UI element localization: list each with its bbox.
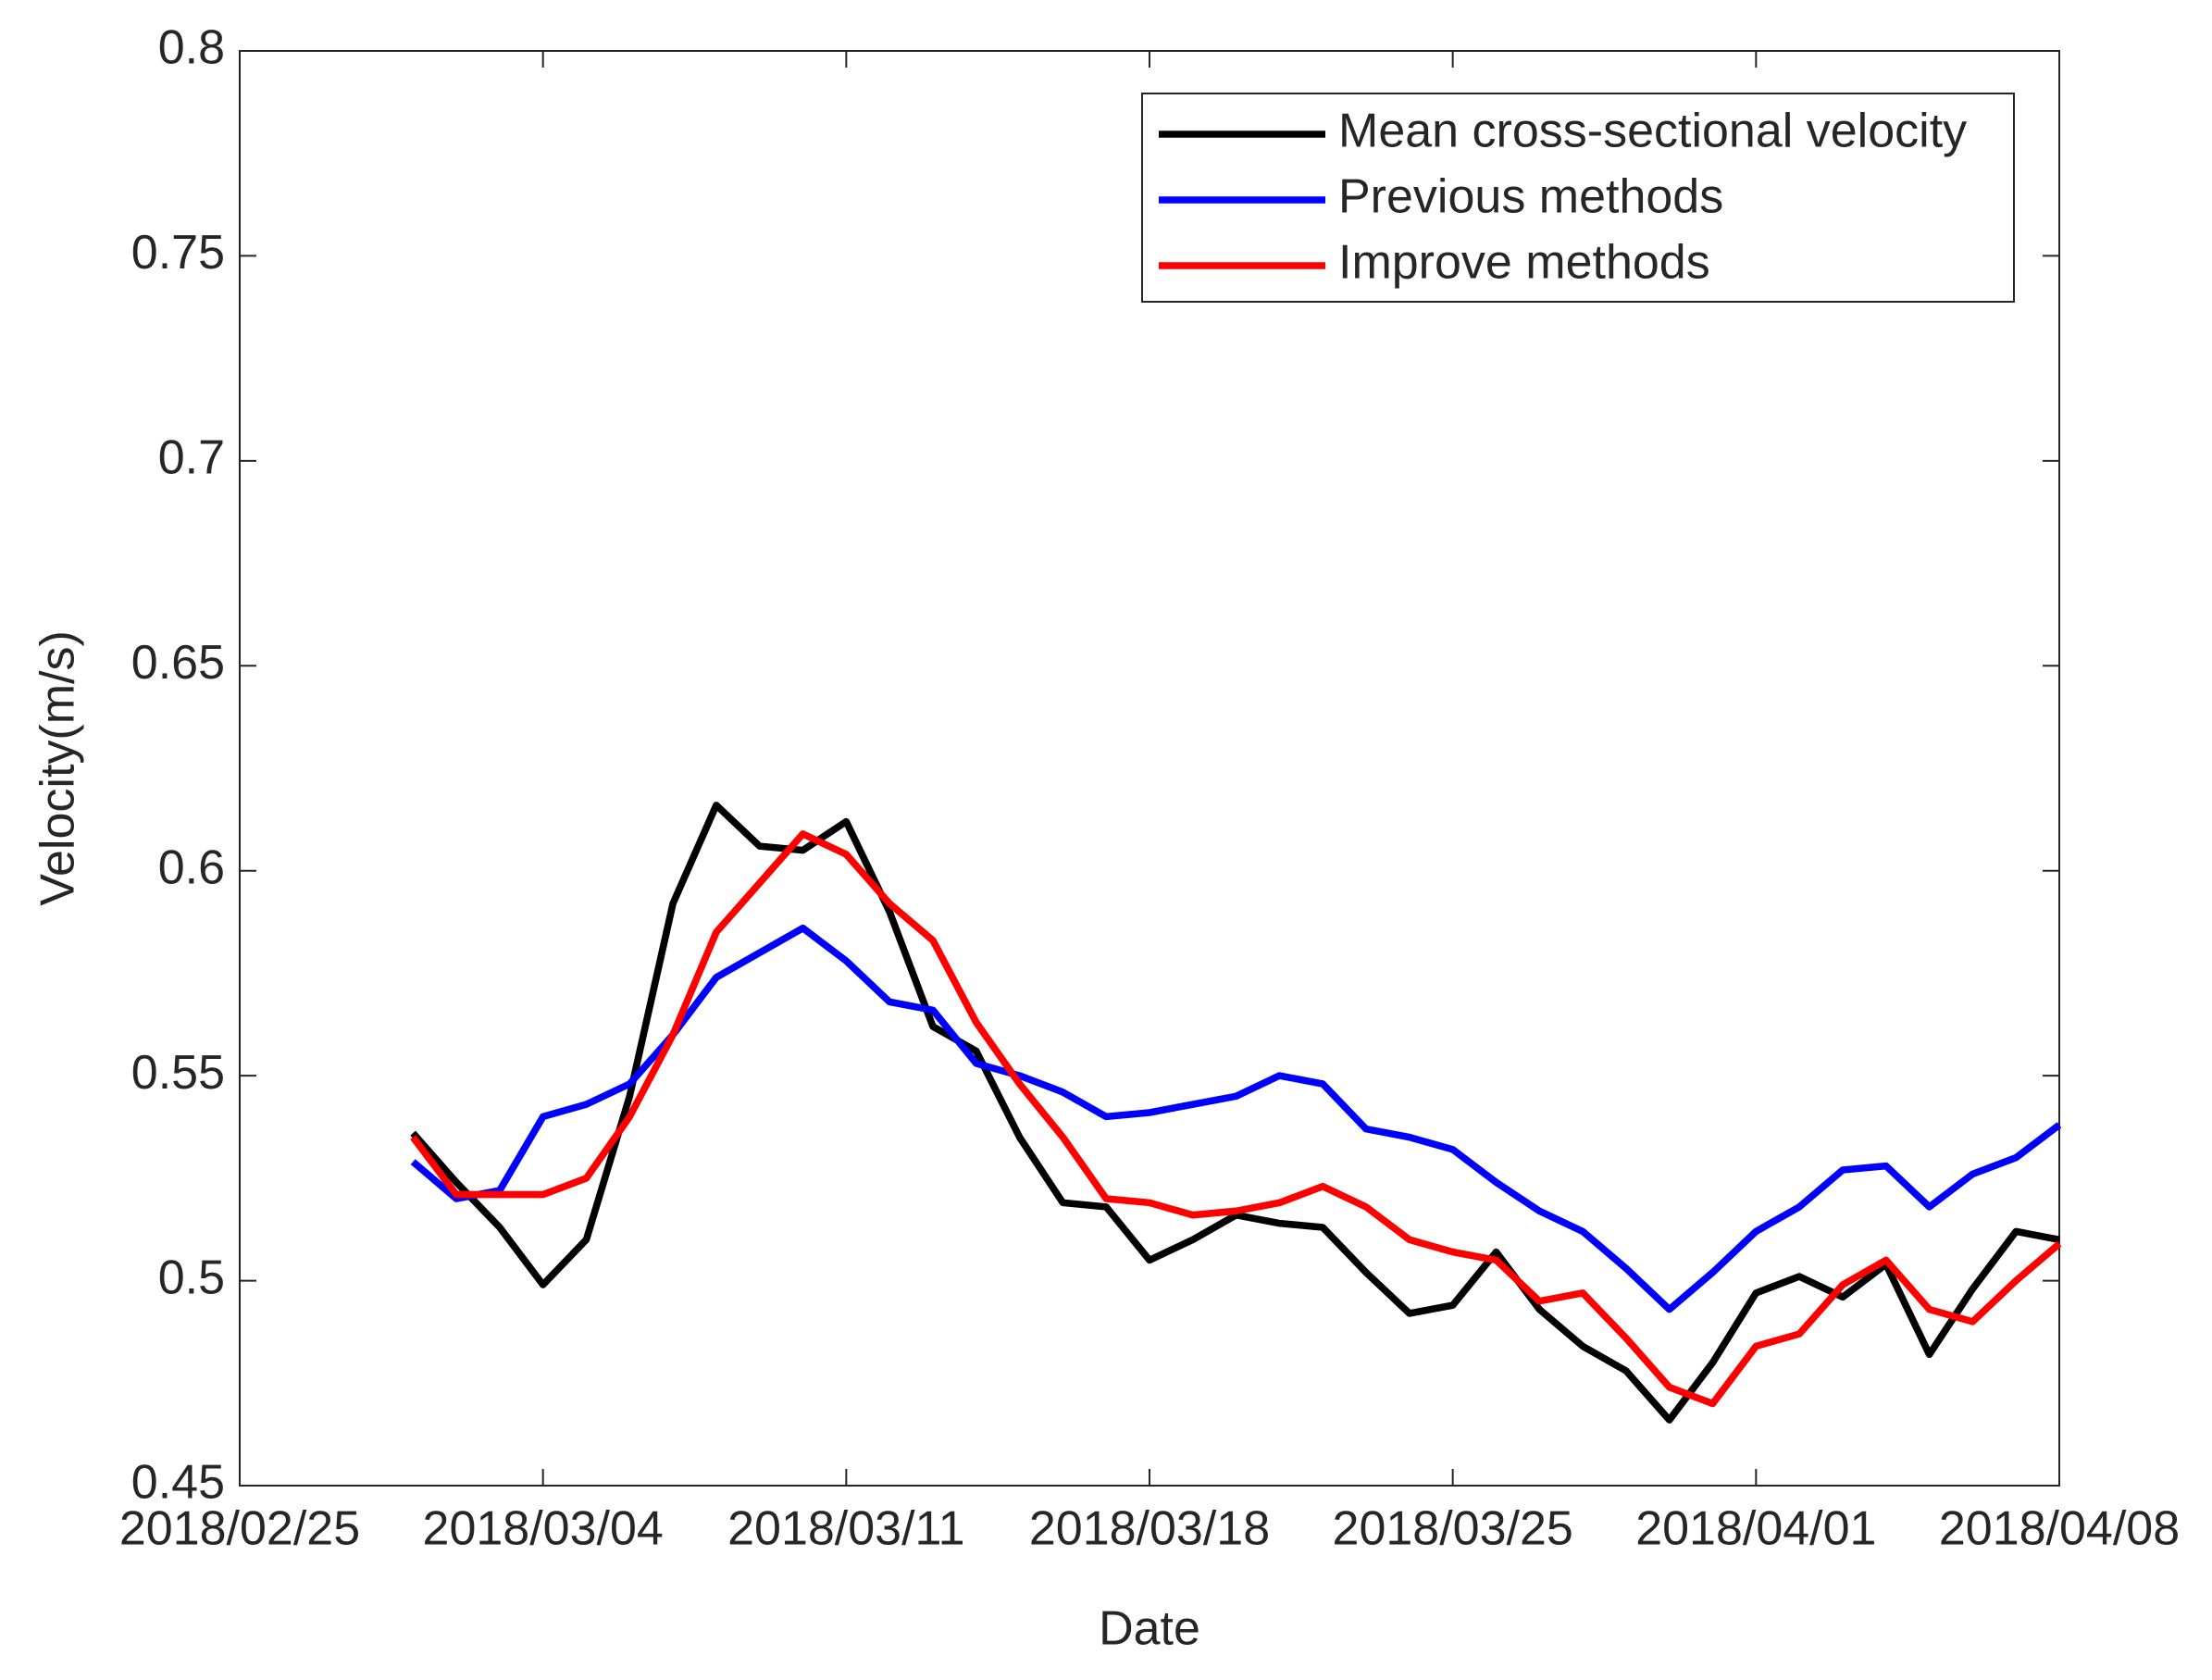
legend-label: Mean cross-sectional velocity [1338,105,1967,158]
legend-label: Improve methods [1338,236,1710,290]
y-tick-label: 0.65 [131,636,225,690]
x-tick-label: 2018/03/04 [423,1502,664,1556]
x-tick-label: 2018/04/08 [1939,1502,2180,1556]
x-tick-label: 2018/03/11 [727,1502,964,1556]
y-axis-label: Velocity(m/s) [31,630,85,906]
y-tick-label: 0.55 [131,1046,225,1100]
y-tick-label: 0.8 [158,21,225,75]
y-tick-label: 0.45 [131,1456,225,1510]
x-tick-label: 2018/02/25 [119,1502,360,1556]
y-tick-label: 0.75 [131,226,225,280]
x-tick-label: 2018/03/18 [1029,1502,1270,1556]
series-line [410,924,2062,1313]
series-line [410,802,2060,1424]
y-tick-label: 0.6 [158,840,225,894]
x-tick-label: 2018/04/01 [1635,1502,1876,1556]
legend-label: Previous methods [1338,170,1723,224]
series-line [410,830,2062,1408]
y-tick-label: 0.7 [158,431,225,485]
y-tick-label: 0.5 [158,1251,225,1304]
x-axis-label: Date [1099,1602,1200,1656]
x-tick-label: 2018/03/25 [1333,1502,1573,1556]
